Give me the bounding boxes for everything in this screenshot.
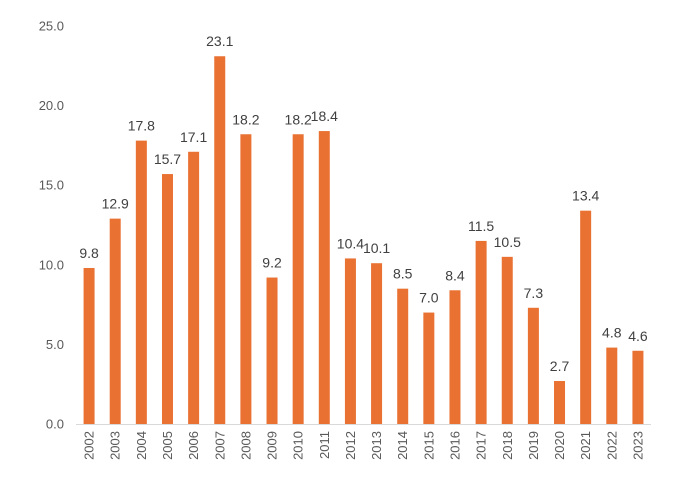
data-label-2017: 11.5 xyxy=(468,218,494,234)
data-label-2015: 7.0 xyxy=(419,290,439,306)
data-label-2011: 18.4 xyxy=(311,108,338,124)
data-label-2008: 18.2 xyxy=(232,111,259,127)
data-label-2019: 7.3 xyxy=(524,285,544,301)
y-tick-label: 10.0 xyxy=(39,257,64,272)
x-tick-label-2023: 2023 xyxy=(630,431,645,460)
data-label-2020: 2.7 xyxy=(550,358,570,374)
x-tick-label-2015: 2015 xyxy=(421,431,436,460)
bar-2007 xyxy=(214,56,226,425)
x-tick-label-2002: 2002 xyxy=(82,431,97,460)
bar-2016 xyxy=(449,290,461,424)
y-tick-label: 15.0 xyxy=(39,178,64,193)
bar-2002 xyxy=(83,267,95,424)
bar-2014 xyxy=(397,288,409,424)
data-label-2010: 18.2 xyxy=(285,111,312,127)
data-label-2022: 4.8 xyxy=(602,325,622,341)
bar-2019 xyxy=(527,307,539,424)
x-tick-label-2019: 2019 xyxy=(526,431,541,460)
bar-2012 xyxy=(344,258,356,424)
x-tick-label-2003: 2003 xyxy=(108,431,123,460)
data-label-2009: 9.2 xyxy=(262,255,282,271)
bar-2011 xyxy=(318,131,330,424)
x-tick-label-2013: 2013 xyxy=(369,431,384,460)
y-tick-label: 20.0 xyxy=(39,98,64,113)
bar-2004 xyxy=(135,140,147,424)
data-label-2004: 17.8 xyxy=(128,118,155,134)
data-label-2006: 17.1 xyxy=(180,129,207,145)
data-label-2005: 15.7 xyxy=(154,151,181,167)
bar-2023 xyxy=(632,350,644,424)
y-tick-label: 25.0 xyxy=(39,19,64,34)
x-tick-label-2016: 2016 xyxy=(447,431,462,460)
x-tick-label-2022: 2022 xyxy=(604,431,619,460)
x-tick-label-2018: 2018 xyxy=(500,431,515,460)
bar-2008 xyxy=(240,134,252,425)
data-label-2002: 9.8 xyxy=(79,245,99,261)
x-tick-label-2014: 2014 xyxy=(395,431,410,460)
bar-2017 xyxy=(475,240,487,424)
data-label-2013: 10.1 xyxy=(363,240,390,256)
data-label-2016: 8.4 xyxy=(445,267,465,283)
x-tick-label-2009: 2009 xyxy=(265,431,280,460)
x-tick-label-2017: 2017 xyxy=(474,431,489,460)
x-tick-label-2004: 2004 xyxy=(134,431,149,460)
bar-2020 xyxy=(554,381,566,424)
x-tick-label-2012: 2012 xyxy=(343,431,358,460)
data-label-2018: 10.5 xyxy=(494,234,521,250)
y-tick-label: 0.0 xyxy=(46,417,64,432)
bar-2013 xyxy=(371,263,383,424)
bar-2015 xyxy=(423,312,435,424)
x-tick-label-2008: 2008 xyxy=(238,431,253,460)
data-label-2007: 23.1 xyxy=(206,33,233,49)
x-tick-label-2010: 2010 xyxy=(291,431,306,460)
data-label-2003: 12.9 xyxy=(102,196,129,212)
x-tick-label-2005: 2005 xyxy=(160,431,175,460)
bar-2018 xyxy=(501,256,513,424)
x-tick-label-2006: 2006 xyxy=(186,431,201,460)
bar-2021 xyxy=(580,210,592,424)
data-label-2021: 13.4 xyxy=(572,188,599,204)
bar-2006 xyxy=(188,151,200,424)
data-label-2014: 8.5 xyxy=(393,266,413,282)
data-label-2012: 10.4 xyxy=(337,235,364,251)
x-tick-label-2011: 2011 xyxy=(317,431,332,459)
bar-2009 xyxy=(266,277,278,424)
x-tick-label-2007: 2007 xyxy=(212,431,227,460)
bar-2003 xyxy=(109,218,121,424)
y-tick-label: 5.0 xyxy=(46,337,64,352)
bar-2010 xyxy=(292,134,304,425)
x-tick-label-2020: 2020 xyxy=(552,431,567,460)
bar-2022 xyxy=(606,347,618,424)
bar-2005 xyxy=(161,174,173,424)
x-tick-label-2021: 2021 xyxy=(578,431,593,460)
data-label-2023: 4.6 xyxy=(628,328,648,344)
